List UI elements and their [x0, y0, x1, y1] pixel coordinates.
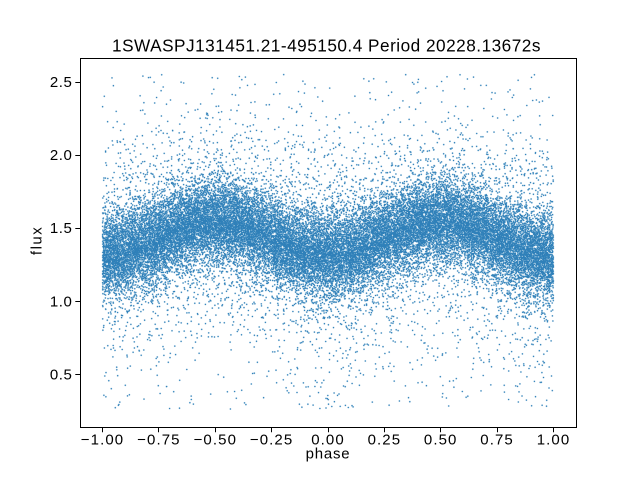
- svg-text:flux: flux: [28, 226, 45, 255]
- svg-text:0.50: 0.50: [424, 432, 458, 449]
- svg-text:phase: phase: [306, 446, 351, 463]
- svg-text:2.0: 2.0: [50, 147, 73, 164]
- svg-text:2.5: 2.5: [50, 74, 73, 91]
- svg-text:1SWASPJ131451.21-495150.4 Peri: 1SWASPJ131451.21-495150.4 Period 20228.1…: [112, 35, 541, 55]
- svg-text:−0.75: −0.75: [137, 432, 180, 449]
- svg-text:1.5: 1.5: [50, 220, 73, 237]
- svg-text:0.00: 0.00: [311, 432, 345, 449]
- svg-text:0.75: 0.75: [480, 432, 514, 449]
- svg-text:−0.50: −0.50: [194, 432, 237, 449]
- svg-text:1.0: 1.0: [50, 293, 73, 310]
- svg-text:0.25: 0.25: [368, 432, 402, 449]
- svg-text:−1.00: −1.00: [81, 432, 124, 449]
- svg-text:1.00: 1.00: [537, 432, 571, 449]
- svg-text:0.5: 0.5: [50, 366, 73, 383]
- svg-text:−0.25: −0.25: [250, 432, 293, 449]
